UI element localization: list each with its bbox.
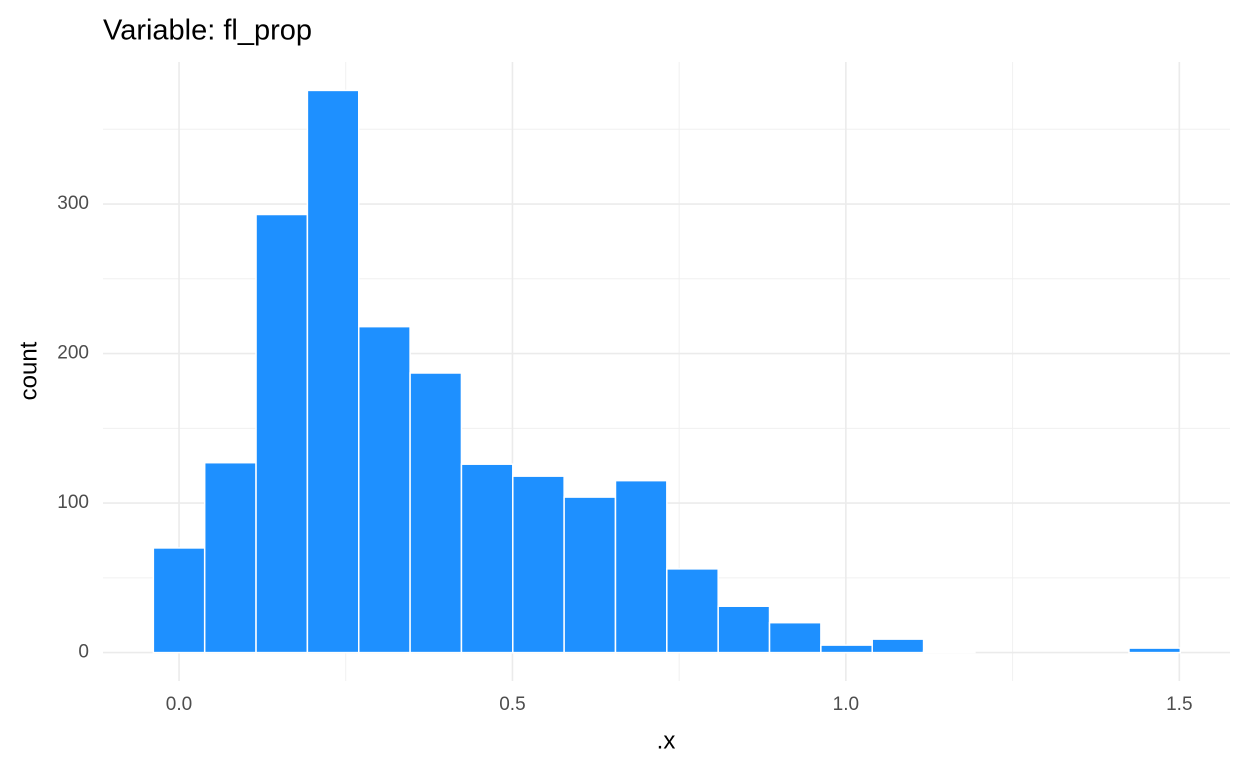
y-axis-title: count bbox=[15, 341, 42, 400]
x-tick-label: 0.5 bbox=[499, 694, 525, 715]
x-tick-label: 0.0 bbox=[166, 694, 192, 715]
bar bbox=[460, 463, 514, 654]
y-tick-label: 100 bbox=[57, 492, 89, 513]
bar bbox=[717, 605, 771, 654]
bar bbox=[768, 621, 822, 654]
bar bbox=[357, 325, 411, 654]
bar bbox=[255, 213, 309, 654]
bar bbox=[306, 89, 360, 654]
x-axis-title: .x bbox=[657, 727, 676, 754]
bar bbox=[409, 372, 463, 654]
bar bbox=[1128, 647, 1182, 654]
bar bbox=[871, 638, 925, 654]
bar bbox=[512, 475, 565, 654]
bar bbox=[614, 479, 668, 654]
bar bbox=[666, 568, 719, 654]
y-tick-label: 0 bbox=[78, 642, 89, 663]
bar bbox=[152, 547, 206, 654]
bar bbox=[563, 496, 617, 654]
y-tick-label: 300 bbox=[57, 193, 89, 214]
bar bbox=[820, 644, 873, 654]
bar bbox=[922, 650, 976, 654]
bar bbox=[203, 461, 257, 654]
y-tick-label: 200 bbox=[57, 343, 89, 364]
chart-title: Variable: fl_prop bbox=[103, 15, 312, 47]
x-tick-label: 1.5 bbox=[1166, 694, 1192, 715]
x-tick-label: 1.0 bbox=[833, 694, 859, 715]
